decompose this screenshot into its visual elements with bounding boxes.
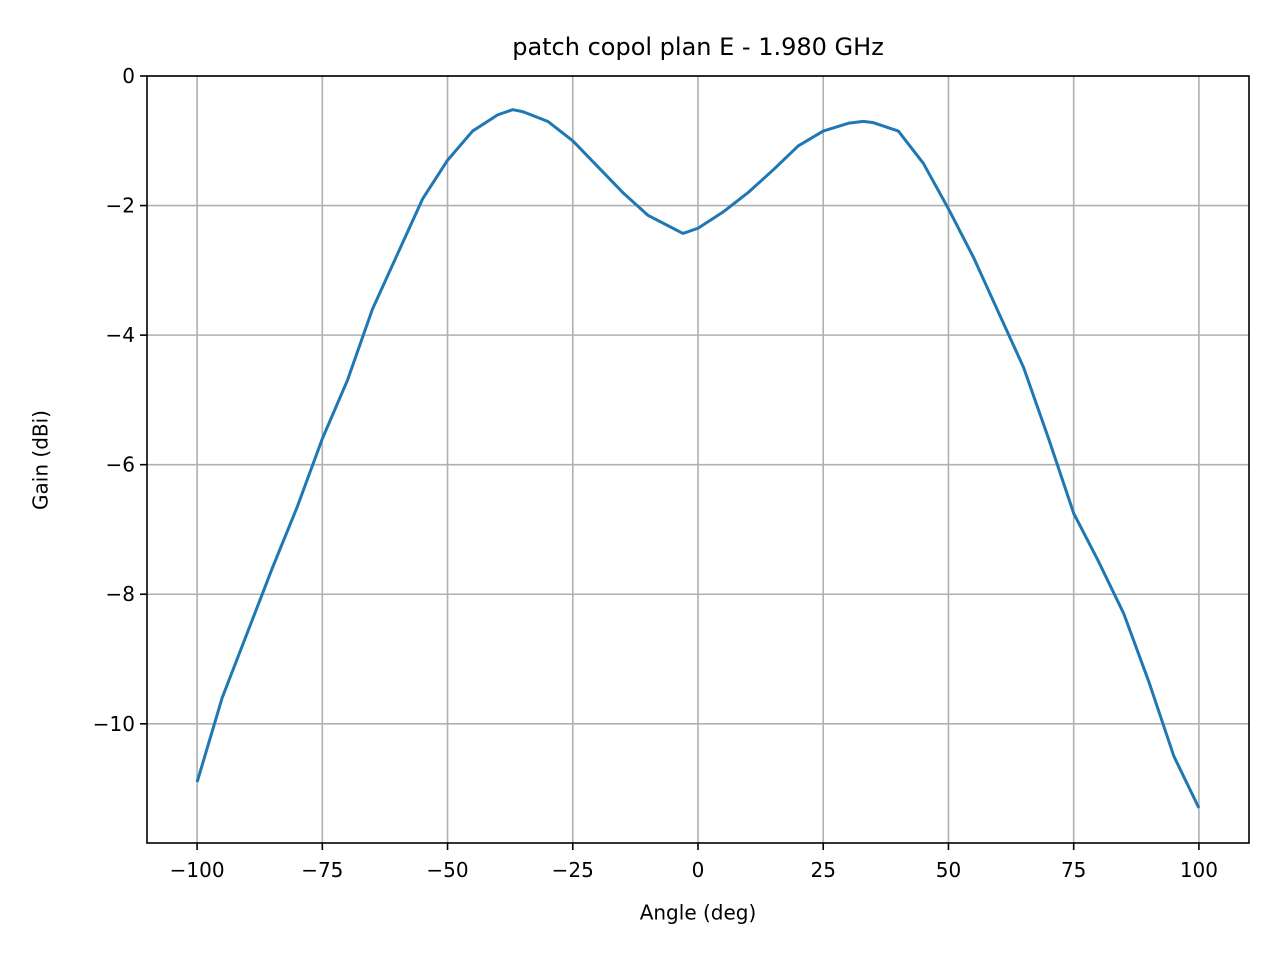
y-tick-label: −8 (106, 582, 135, 606)
x-tick-label: 50 (936, 858, 961, 882)
x-tick-label: 75 (1061, 858, 1086, 882)
y-tick-label: −4 (106, 323, 135, 347)
y-tick-label: −10 (93, 712, 135, 736)
x-tick-label: 100 (1180, 858, 1218, 882)
y-tick-label: −2 (106, 194, 135, 218)
x-tick-label: 0 (692, 858, 705, 882)
x-tick-label: −25 (552, 858, 594, 882)
x-tick-label: −75 (301, 858, 343, 882)
data-line (195, 108, 1201, 809)
y-tick-label: −6 (106, 453, 135, 477)
x-tick-label: −100 (170, 858, 225, 882)
y-axis-label: Gain (dBi) (29, 410, 53, 510)
plot-frame (146, 75, 1250, 844)
x-axis-label: Angle (deg) (640, 901, 757, 925)
x-tick-label: −50 (426, 858, 468, 882)
y-tick-label: 0 (122, 64, 135, 88)
x-tick-label: 25 (811, 858, 836, 882)
chart-title: patch copol plan E - 1.980 GHz (512, 33, 884, 61)
